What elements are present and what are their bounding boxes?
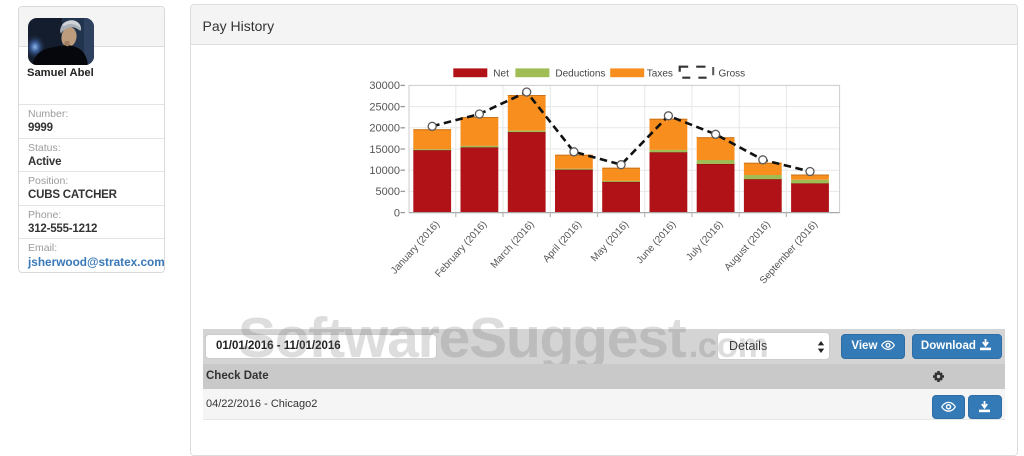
- svg-text:February (2016): February (2016): [433, 219, 489, 280]
- svg-text:10000: 10000: [369, 165, 400, 177]
- svg-text:March (2016): March (2016): [489, 219, 537, 271]
- svg-text:25000: 25000: [369, 101, 400, 113]
- svg-text:20000: 20000: [369, 123, 400, 135]
- svg-text:Gross: Gross: [719, 69, 746, 80]
- svg-text:Deductions: Deductions: [555, 69, 605, 80]
- svg-text:July (2016): July (2016): [684, 219, 725, 263]
- svg-text:August (2016): August (2016): [723, 219, 773, 273]
- svg-text:April (2016): April (2016): [541, 219, 584, 265]
- svg-text:Net: Net: [493, 69, 509, 80]
- svg-text:Taxes: Taxes: [647, 69, 673, 80]
- svg-text:January (2016): January (2016): [389, 219, 442, 276]
- svg-text:15000: 15000: [369, 144, 400, 156]
- svg-text:5000: 5000: [376, 186, 400, 198]
- svg-text:May (2016): May (2016): [589, 219, 631, 264]
- svg-text:June (2016): June (2016): [635, 219, 679, 266]
- svg-text:0: 0: [394, 207, 400, 219]
- svg-text:30000: 30000: [369, 80, 400, 92]
